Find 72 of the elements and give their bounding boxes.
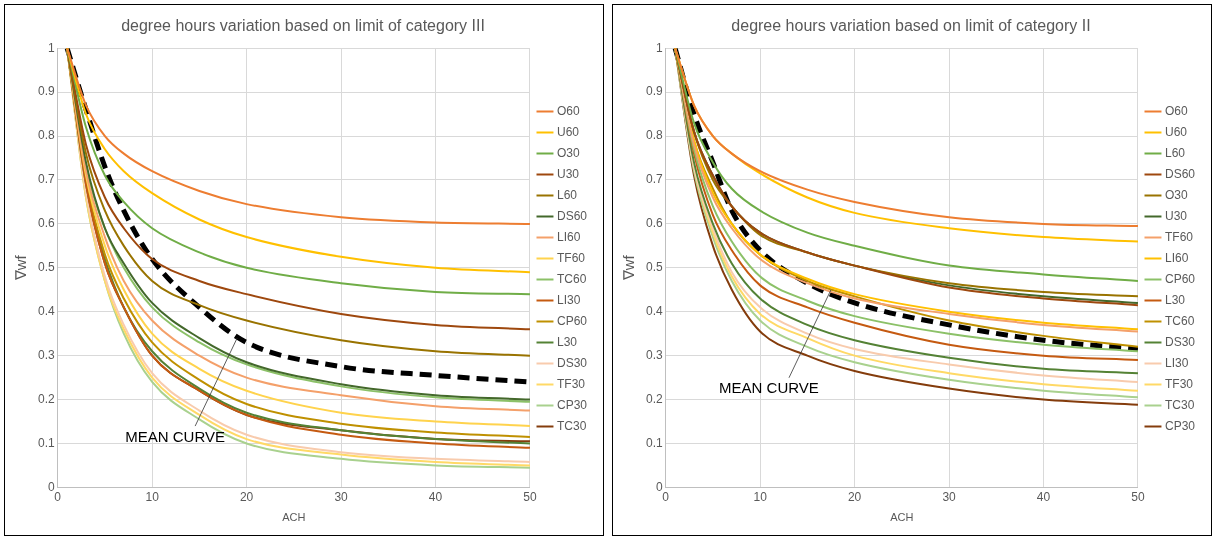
legend-label: TF60 <box>1164 229 1194 244</box>
legend-label: O60 <box>1164 103 1188 118</box>
y-tick-label: 0.7 <box>645 172 663 187</box>
y-tick-label: 0.4 <box>645 304 663 319</box>
legend-label: LI30 <box>1164 355 1189 370</box>
legend-label: TC60 <box>556 271 587 286</box>
y-axis-title: ∇wf <box>620 254 638 282</box>
x-tick-label: 40 <box>1036 489 1051 504</box>
y-tick-label: 0.3 <box>37 347 55 362</box>
x-tick-label: 10 <box>753 489 768 504</box>
chart-title: degree hours variation based on limit of category II <box>731 17 1091 35</box>
x-axis-title: ACH <box>890 511 914 524</box>
legend-label: LI30 <box>556 292 581 307</box>
y-tick-label: 0 <box>655 479 663 494</box>
legend-label: O60 <box>556 103 580 118</box>
annotation: MEAN CURVE <box>125 427 226 445</box>
y-axis-title: ∇wf <box>12 254 30 282</box>
y-tick-label: 0.6 <box>645 216 663 231</box>
y-tick-label: 0.8 <box>37 128 55 143</box>
y-tick-label: 0.6 <box>37 216 55 231</box>
legend-label: O30 <box>556 145 580 160</box>
legend-label: CP30 <box>556 397 588 412</box>
legend-label: TC30 <box>1164 397 1195 412</box>
legend-label: U60 <box>1164 124 1188 139</box>
legend-label: DS60 <box>1164 166 1196 181</box>
y-tick-label: 0.5 <box>645 260 663 275</box>
y-tick-label: 1 <box>47 40 55 55</box>
x-tick-label: 50 <box>1131 489 1145 504</box>
x-tick-label: 40 <box>428 489 443 504</box>
x-tick-label: 20 <box>847 489 862 504</box>
legend-label: L30 <box>1164 292 1186 307</box>
y-tick-label: 0.7 <box>37 172 55 187</box>
x-tick-label: 30 <box>334 489 349 504</box>
legend-label: CP60 <box>556 313 588 328</box>
legend-label: TC60 <box>1164 313 1195 328</box>
x-tick-label: 30 <box>942 489 957 504</box>
legend-label: DS60 <box>556 208 588 223</box>
legend-label: DS30 <box>556 355 588 370</box>
legend-label: U30 <box>1164 208 1188 223</box>
legend-label: O30 <box>1164 187 1188 202</box>
y-tick-label: 0 <box>47 479 55 494</box>
y-tick-label: 0.1 <box>645 435 663 450</box>
legend-label: CP30 <box>1164 418 1196 433</box>
y-tick-label: 0.2 <box>645 391 663 406</box>
legend-label: L30 <box>556 334 578 349</box>
y-tick-label: 0.9 <box>645 84 663 99</box>
annotation: MEAN CURVE <box>719 379 819 397</box>
legend-label: U30 <box>556 166 580 181</box>
x-tick-label: 20 <box>239 489 254 504</box>
y-tick-label: 0.8 <box>645 128 663 143</box>
y-tick-label: 1 <box>655 40 663 55</box>
chart-title: degree hours variation based on limit of category III <box>121 17 485 35</box>
x-axis-title: ACH <box>282 511 306 524</box>
y-tick-label: 0.3 <box>645 347 663 362</box>
legend-label: LI60 <box>1164 250 1189 265</box>
legend-label: CP60 <box>1164 271 1196 286</box>
legend-label: U60 <box>556 124 580 139</box>
legend-label: TC30 <box>556 418 587 433</box>
legend-label: TF60 <box>556 250 586 265</box>
legend-label: L60 <box>1164 145 1186 160</box>
y-tick-label: 0.5 <box>37 260 55 275</box>
legend-label: L60 <box>556 187 578 202</box>
x-tick-label: 10 <box>145 489 160 504</box>
y-tick-label: 0.1 <box>37 435 55 450</box>
y-tick-label: 0.9 <box>37 84 55 99</box>
legend-label: LI60 <box>556 229 581 244</box>
y-tick-label: 0.2 <box>37 391 55 406</box>
legend-label: TF30 <box>1164 376 1194 391</box>
x-tick-label: 50 <box>523 489 537 504</box>
legend-label: DS30 <box>1164 334 1196 349</box>
y-tick-label: 0.4 <box>37 304 55 319</box>
legend-label: TF30 <box>556 376 586 391</box>
